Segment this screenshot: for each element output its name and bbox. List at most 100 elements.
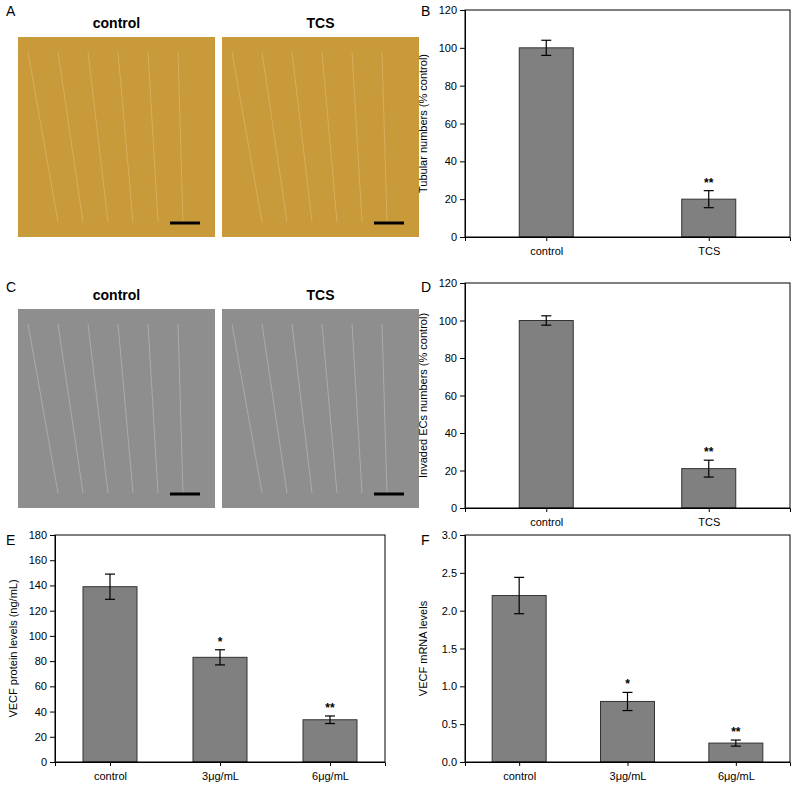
significance: * — [218, 635, 223, 649]
x-tick: 3μg/mL — [202, 762, 239, 782]
bars — [519, 316, 736, 508]
micrograph-texture — [262, 324, 287, 493]
x-tick-mark — [709, 237, 710, 241]
x-tick-mark — [736, 762, 737, 766]
y-tick-mark — [50, 686, 55, 687]
micrograph-texture — [322, 52, 337, 222]
y-tick-mark — [460, 283, 465, 284]
y-tick-mark — [460, 199, 465, 200]
x-tick: control — [503, 762, 536, 782]
error-bar-cap — [105, 573, 115, 574]
y-tick-mark — [460, 358, 465, 359]
x-tick: control — [530, 237, 563, 257]
error-bar-stem — [708, 191, 709, 208]
y-tick: 2.5 — [442, 567, 465, 579]
y-tick-label: 60 — [445, 390, 457, 402]
error-bar — [704, 191, 714, 208]
y-tick-label: 80 — [445, 352, 457, 364]
x-tick-label: control — [530, 516, 563, 528]
y-tick-mark — [460, 762, 465, 763]
plot-frame — [55, 535, 385, 762]
y-tick-label: 1.5 — [442, 643, 457, 655]
error-bar-cap — [541, 325, 551, 326]
error-bar — [541, 40, 551, 55]
micrograph-texture — [28, 324, 58, 493]
bars — [83, 574, 357, 762]
figure: AcontrolTCSCcontrolTCS020406080100120con… — [0, 0, 800, 786]
y-tick-mark — [460, 508, 465, 509]
error-bar-cap — [514, 577, 524, 578]
chart-panel: 020406080100120controlTCSInvaded ECs num… — [417, 277, 791, 528]
scale-bar — [374, 222, 404, 225]
panel-label: D — [421, 279, 431, 295]
panel-label: A — [6, 3, 16, 19]
micrograph-texture — [148, 324, 158, 493]
error-bar — [623, 692, 633, 710]
y-tick-label: 80 — [35, 655, 47, 667]
y-axis: 0.00.51.01.52.02.53.0 — [442, 529, 466, 768]
error-bar-stem — [519, 577, 520, 613]
error-bar-cap — [704, 460, 714, 461]
x-tick-label: 6μg/mL — [718, 770, 755, 782]
y-tick-label: 20 — [445, 465, 457, 477]
y-tick: 80 — [445, 80, 465, 92]
panel-label: E — [6, 532, 15, 548]
bar — [83, 587, 137, 762]
y-tick-label: 100 — [29, 630, 47, 642]
x-tick: control — [530, 508, 563, 528]
y-tick-mark — [460, 161, 465, 162]
y-axis: 020406080100120 — [439, 4, 466, 243]
y-axis-line — [460, 11, 466, 238]
y-tick: 100 — [439, 315, 465, 327]
bars — [492, 577, 763, 762]
y-axis-line — [50, 536, 56, 763]
y-tick-label: 1.0 — [442, 680, 457, 692]
x-tick-mark — [220, 762, 221, 766]
significance: * — [625, 677, 630, 691]
y-tick-label: 100 — [439, 315, 457, 327]
micrograph-texture — [88, 324, 108, 493]
error-bar-cap — [215, 649, 225, 650]
error-bar-stem — [708, 460, 709, 477]
bar — [601, 701, 655, 762]
y-tick-mark — [460, 573, 465, 574]
micrograph-texture — [292, 324, 312, 493]
error-bar — [514, 577, 524, 613]
micrograph — [222, 309, 419, 508]
y-tick-label: 60 — [445, 118, 457, 130]
micrograph-texture — [148, 52, 158, 222]
micrograph-texture — [58, 52, 83, 222]
panel-label: F — [421, 532, 430, 548]
error-bar-cap — [325, 715, 335, 716]
x-tick-label: control — [503, 770, 536, 782]
y-tick-label: 40 — [445, 155, 457, 167]
x-tick-mark — [709, 508, 710, 512]
error-bar-cap — [325, 723, 335, 724]
image-title: control — [93, 15, 140, 31]
significance: ** — [704, 445, 714, 459]
y-tick-label: 0 — [41, 756, 47, 768]
micrograph — [222, 37, 419, 237]
x-tick-mark — [110, 762, 111, 766]
error-bar-stem — [109, 574, 110, 599]
significance: ** — [704, 176, 714, 190]
y-tick-mark — [460, 124, 465, 125]
x-tick-mark — [330, 762, 331, 766]
y-axis-title: Invaded ECs numbers (% control) — [417, 313, 429, 478]
chart-panel: 020406080100120140160180control3μg/mL6μg… — [7, 529, 386, 782]
x-tick-label: 6μg/mL — [312, 770, 349, 782]
micrograph-texture — [88, 52, 108, 222]
image-title: TCS — [307, 15, 335, 31]
x-tick-mark — [546, 508, 547, 512]
y-tick-label: 60 — [35, 680, 47, 692]
bar — [193, 657, 247, 762]
y-tick: 80 — [445, 352, 465, 364]
y-tick: 0.0 — [442, 756, 465, 768]
y-tick-mark — [460, 611, 465, 612]
micrograph — [18, 37, 215, 237]
y-tick: 80 — [35, 655, 55, 667]
y-tick: 60 — [445, 390, 465, 402]
y-tick-label: 40 — [445, 427, 457, 439]
y-tick-mark — [460, 535, 465, 536]
x-tick-label: TCS — [698, 245, 720, 257]
